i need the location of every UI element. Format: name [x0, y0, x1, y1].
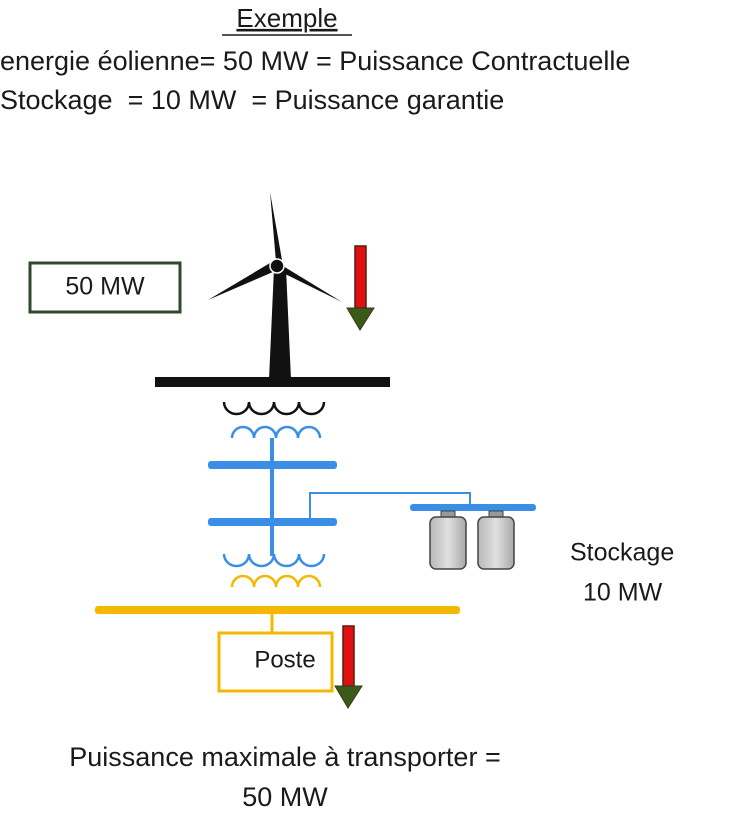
- title: Exemple: [236, 3, 337, 33]
- connector: [309, 492, 471, 518]
- winding: [230, 425, 322, 439]
- battery: [429, 510, 467, 570]
- substation-label: Poste: [254, 646, 315, 673]
- header-line: Stockage = 10 MW = Puissance garantie: [0, 85, 504, 115]
- bus: [208, 518, 337, 526]
- blade: [281, 266, 342, 302]
- turbine-label: 50 MW: [65, 273, 145, 301]
- footer-line: 50 MW: [242, 782, 328, 812]
- bus: [208, 461, 337, 469]
- substation-box: [217, 631, 334, 693]
- tower: [269, 268, 291, 380]
- storage-power: 10 MW: [583, 579, 663, 607]
- winding: [222, 401, 326, 416]
- arrow: [334, 625, 363, 709]
- blade: [208, 263, 273, 300]
- winding: [222, 553, 326, 568]
- battery: [477, 510, 515, 570]
- bus: [95, 606, 460, 614]
- bus: [410, 504, 536, 511]
- header-line: energie éolienne= 50 MW = Puissance Cont…: [0, 46, 630, 76]
- bus: [155, 377, 390, 387]
- footer-line: Puissance maximale à transporter =: [69, 742, 500, 772]
- storage-label: Stockage: [570, 539, 674, 567]
- winding: [230, 574, 322, 588]
- arrow: [346, 245, 375, 331]
- blade: [270, 192, 282, 262]
- power-box: [28, 261, 182, 314]
- hub: [269, 258, 285, 274]
